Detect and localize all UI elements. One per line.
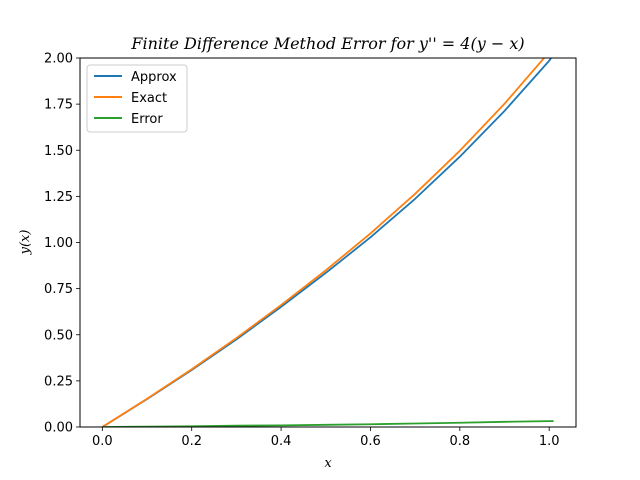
y-tick-label: 0.75	[44, 282, 73, 297]
y-ticks: 0.00 0.25 0.50 0.75 1.00 1.25 1.50 1.75 2.00	[44, 52, 80, 436]
x-tick-label: 0.6	[360, 434, 381, 449]
x-axis-label: x	[324, 456, 332, 471]
y-axis-label: y(x)	[18, 230, 33, 256]
legend-label-error: Error	[131, 112, 163, 127]
y-tick-label: 0.50	[44, 328, 73, 343]
x-tick-label: 0.4	[271, 434, 292, 449]
x-tick-label: 0.0	[92, 434, 113, 449]
y-tick-label: 1.00	[44, 236, 73, 251]
y-tick-label: 1.50	[44, 144, 73, 159]
y-tick-label: 2.00	[44, 52, 73, 67]
x-tick-label: 0.8	[449, 434, 470, 449]
y-tick-label: 0.00	[44, 421, 73, 436]
x-tick-label: 0.2	[181, 434, 202, 449]
series-layer	[101, 58, 554, 427]
legend-box	[86, 64, 188, 133]
x-ticks: 0.0 0.2 0.4 0.6 0.8 1.0	[92, 427, 560, 449]
series-line-error	[102, 420, 554, 427]
chart-title: Finite Difference Method Error for y'' =…	[130, 34, 524, 53]
y-tick-label: 1.25	[44, 190, 73, 205]
legend: Approx Exact Error	[86, 64, 188, 133]
legend-label-approx: Approx	[131, 70, 177, 85]
legend-label-exact: Exact	[131, 91, 167, 106]
y-tick-label: 1.75	[44, 98, 73, 113]
series-line-exact	[101, 58, 546, 427]
y-tick-label: 0.25	[44, 374, 73, 389]
x-tick-label: 1.0	[539, 434, 560, 449]
